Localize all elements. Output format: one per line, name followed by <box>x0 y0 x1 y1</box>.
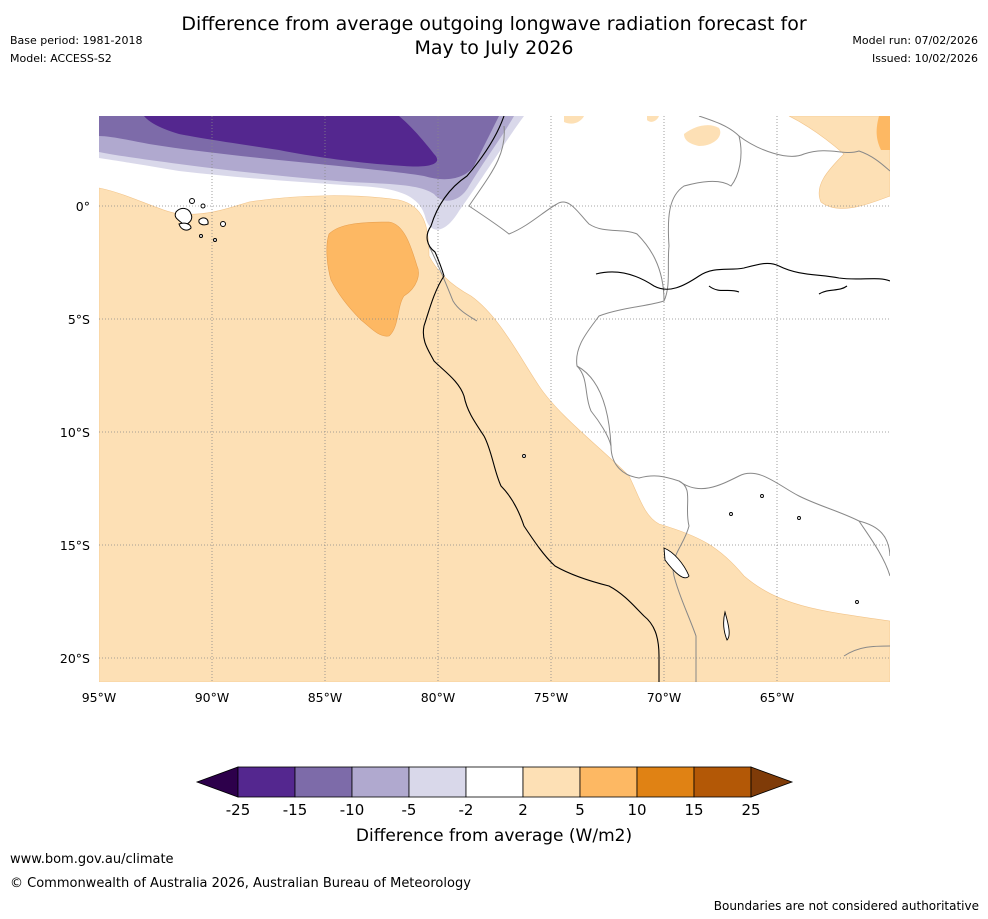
meta-right: Model run: 07/02/2026 Issued: 10/02/2026 <box>852 32 978 68</box>
map-title: Difference from average outgoing longwav… <box>0 12 988 60</box>
lat-label-10s: 10°S <box>59 425 90 440</box>
colorbar-max-arrow <box>750 766 794 798</box>
region-light-orange-small-1 <box>684 125 721 146</box>
lon-label-75w: 75°W <box>533 690 569 705</box>
colorbar-tick-2: -15 <box>282 801 308 819</box>
colorbar-segment-4 <box>408 766 467 798</box>
region-dark-purple-core <box>144 116 438 167</box>
map-canvas <box>99 116 890 682</box>
lon-label-70w: 70°W <box>646 690 682 705</box>
lon-label-90w: 90°W <box>194 690 230 705</box>
title-line-2: May to July 2026 <box>414 37 574 59</box>
colorbar-tick-8: 10 <box>627 801 647 819</box>
galapagos-islands <box>174 198 226 242</box>
colorbar-segment-9 <box>693 766 752 798</box>
region-orange-patch <box>326 221 419 337</box>
colorbar-svg <box>195 766 794 798</box>
lon-label-85w: 85°W <box>307 690 343 705</box>
region-light-orange-small-3 <box>647 116 659 122</box>
colorbar-segment-8 <box>636 766 695 798</box>
map-panel[interactable] <box>99 116 890 682</box>
colorbar-tick-10: 25 <box>741 801 761 819</box>
colorbar-tick-1: -25 <box>225 801 251 819</box>
colorbar-segment-3 <box>351 766 410 798</box>
colorbar <box>195 764 795 800</box>
colorbar-tick-5: -2 <box>458 801 474 819</box>
lat-label-5s: 5°S <box>67 312 90 327</box>
colorbar-segment-2 <box>294 766 353 798</box>
graticule <box>99 116 890 682</box>
region-light-orange-northeast <box>788 116 890 209</box>
lon-label-65w: 65°W <box>759 690 795 705</box>
lake-features <box>522 454 859 641</box>
lat-label-20s: 20°S <box>59 651 90 666</box>
model-run-date: Model run: 07/02/2026 <box>852 34 978 47</box>
colorbar-tick-6: 2 <box>518 801 528 819</box>
footer-disclaimer: Boundaries are not considered authoritat… <box>713 899 979 913</box>
coastlines <box>422 116 890 682</box>
lon-label-95w: 95°W <box>81 690 117 705</box>
lat-label-15s: 15°S <box>59 538 90 553</box>
colorbar-tick-3: -10 <box>339 801 365 819</box>
region-light-orange-main <box>99 187 890 682</box>
colorbar-tick-9: 15 <box>684 801 704 819</box>
footer-copyright: © Commonwealth of Australia 2026, Austra… <box>10 876 471 891</box>
colorbar-segment-1 <box>237 766 296 798</box>
country-borders <box>428 116 890 682</box>
footer-url[interactable]: www.bom.gov.au/climate <box>10 852 174 867</box>
lat-label-0: 0° <box>75 199 90 214</box>
colorbar-segment-7 <box>579 766 638 798</box>
region-light-orange-small-2 <box>564 116 584 124</box>
colorbar-segment-6 <box>522 766 581 798</box>
colorbar-tick-7: 5 <box>575 801 585 819</box>
region-orange-northeast-corner <box>876 116 890 150</box>
issued-date: Issued: 10/02/2026 <box>871 52 978 65</box>
colorbar-segment-5 <box>465 766 524 798</box>
colorbar-label: Difference from average (W/m2) <box>355 826 633 846</box>
colorbar-tick-4: -5 <box>401 801 417 819</box>
colorbar-min-arrow <box>195 766 239 798</box>
meta-left: Base period: 1981-2018 Model: ACCESS-S2 <box>10 32 142 68</box>
lon-label-80w: 80°W <box>420 690 456 705</box>
model-name: Model: ACCESS-S2 <box>10 52 112 65</box>
title-line-1: Difference from average outgoing longwav… <box>181 13 807 35</box>
base-period: Base period: 1981-2018 <box>10 34 143 47</box>
